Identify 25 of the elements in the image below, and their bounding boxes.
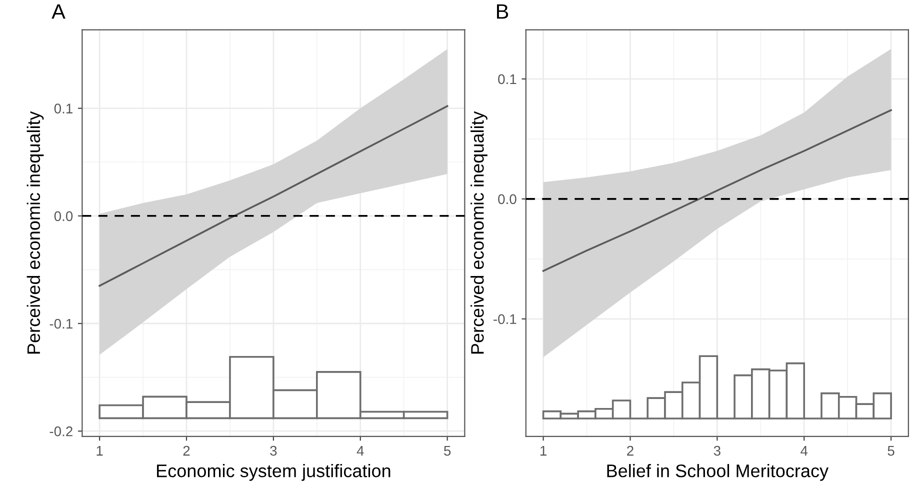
y-tick-label: 0.1 bbox=[498, 74, 516, 84]
x-axis-title: Belief in School Meritocracy bbox=[607, 464, 829, 481]
line-series bbox=[98, 105, 448, 287]
chart-title: B bbox=[497, 4, 508, 19]
y-tick-label: 0.0 bbox=[498, 194, 516, 204]
x-tick-label: 2 bbox=[183, 446, 190, 456]
x-tick-label: 5 bbox=[888, 446, 894, 456]
y-tick-label: 0.0 bbox=[54, 211, 73, 222]
x-tick-label: 3 bbox=[714, 446, 720, 456]
y-tick-label: -0.1 bbox=[494, 314, 516, 324]
x-axis-title: Economic system justification bbox=[157, 464, 390, 481]
y-axis-title: Perceived economic inequality bbox=[470, 111, 488, 354]
x-tick-label: 3 bbox=[270, 446, 277, 456]
x-tick-label: 4 bbox=[800, 446, 808, 456]
chart-title: A bbox=[52, 4, 66, 19]
x-tick-label: 1 bbox=[540, 446, 546, 456]
x-tick-label: 2 bbox=[627, 446, 634, 456]
x-tick-label: 5 bbox=[444, 446, 451, 456]
y-axis-title: Perceived economic inequality bbox=[26, 111, 44, 354]
x-tick-label: 4 bbox=[356, 446, 364, 456]
x-tick-label: 1 bbox=[96, 446, 103, 456]
line-series bbox=[542, 109, 892, 272]
y-tick-label: 0.1 bbox=[54, 104, 72, 114]
y-tick-label: -0.1 bbox=[50, 318, 72, 329]
y-tick-label: -0.2 bbox=[50, 426, 72, 436]
